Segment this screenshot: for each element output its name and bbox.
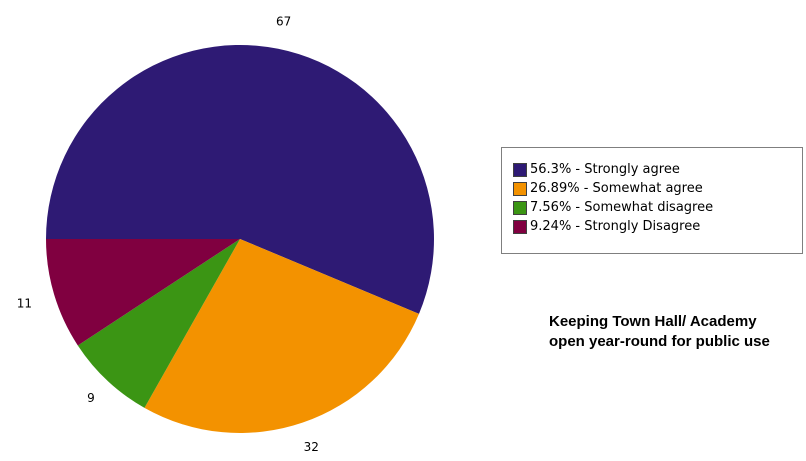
legend-item-strongly-agree: 56.3% - Strongly agree bbox=[513, 160, 802, 179]
data-label-somewhat-agree: 32 bbox=[304, 440, 319, 454]
chart-annotation: Keeping Town Hall/ Academy open year-rou… bbox=[549, 313, 770, 350]
legend-swatch-somewhat-agree bbox=[513, 181, 527, 196]
pie-slice-strongly-disagree bbox=[46, 239, 240, 346]
legend-swatch-somewhat-disagree bbox=[513, 200, 527, 215]
data-label-somewhat-disagree: 9 bbox=[87, 391, 95, 405]
legend-swatch-strongly-disagree bbox=[513, 219, 527, 234]
legend-swatch-strongly-agree bbox=[513, 162, 527, 177]
pie-slice-strongly-agree bbox=[46, 45, 434, 314]
pie-slice-somewhat-disagree bbox=[77, 239, 240, 408]
chart-legend: 56.3% - Strongly agree 26.89% - Somewhat… bbox=[501, 147, 803, 254]
data-label-strongly-disagree: 11 bbox=[17, 296, 32, 310]
data-label-strongly-agree: 67 bbox=[276, 14, 291, 28]
legend-item-somewhat-agree: 26.89% - Somewhat agree bbox=[513, 179, 802, 198]
legend-label-somewhat-disagree: 7.56% - Somewhat disagree bbox=[530, 200, 714, 215]
legend-label-strongly-disagree: 9.24% - Strongly Disagree bbox=[530, 219, 701, 234]
legend-label-strongly-agree: 56.3% - Strongly agree bbox=[530, 162, 680, 177]
legend-label-somewhat-agree: 26.89% - Somewhat agree bbox=[530, 181, 703, 196]
legend-item-somewhat-disagree: 7.56% - Somewhat disagree bbox=[513, 198, 802, 217]
legend-item-strongly-disagree: 9.24% - Strongly Disagree bbox=[513, 217, 802, 236]
pie-slice-somewhat-agree bbox=[144, 239, 419, 434]
